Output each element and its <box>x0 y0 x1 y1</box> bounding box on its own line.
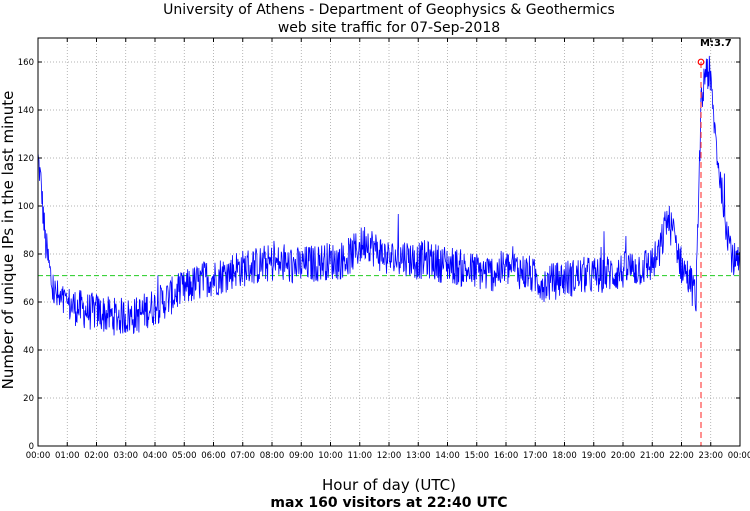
x-tick-label: 08:00 <box>260 451 285 461</box>
x-tick-label: 01:00 <box>55 451 80 461</box>
x-tick-label: 05:00 <box>172 451 197 461</box>
y-tick-label: 140 <box>18 106 34 116</box>
x-axis-label: Hour of day (UTC) <box>322 476 456 494</box>
traffic-series-line <box>37 55 741 336</box>
y-tick-label: 160 <box>18 58 34 68</box>
x-tick-label: 12:00 <box>377 451 402 461</box>
x-tick-label: 13:00 <box>406 451 431 461</box>
x-tick-label: 21:00 <box>640 451 665 461</box>
peak-summary-footer: max 160 visitors at 22:40 UTC <box>270 495 507 511</box>
x-axis-ticks: 00:00 01:00 02:00 03:00 04:00 05:00 06:00 07:00… <box>26 38 750 461</box>
y-axis-label: Number of unique IPs in the last minute <box>0 91 17 390</box>
chart-title-line-1: University of Athens - Department of Geo… <box>163 2 615 18</box>
x-tick-label: 07:00 <box>231 451 256 461</box>
x-tick-label: 19:00 <box>582 451 607 461</box>
chart-title-line-2: web site traffic for 07-Sep-2018 <box>278 20 500 36</box>
peak-marker-label: M:3.7 <box>700 38 732 49</box>
y-tick-label: 40 <box>23 346 34 356</box>
x-tick-label: 11:00 <box>348 451 373 461</box>
x-tick-label: 04:00 <box>143 451 168 461</box>
x-tick-label: 15:00 <box>465 451 490 461</box>
y-tick-label: 20 <box>23 394 34 404</box>
x-tick-label: 14:00 <box>435 451 460 461</box>
x-tick-label: 00:00 <box>728 451 750 461</box>
y-tick-label: 120 <box>18 154 34 164</box>
y-tick-label: 0 <box>29 442 34 452</box>
y-tick-label: 80 <box>23 250 34 260</box>
x-tick-label: 03:00 <box>114 451 139 461</box>
x-tick-label: 23:00 <box>699 451 724 461</box>
x-tick-label: 02:00 <box>84 451 109 461</box>
x-tick-label: 16:00 <box>494 451 519 461</box>
x-tick-label: 09:00 <box>289 451 314 461</box>
x-tick-label: 06:00 <box>201 451 226 461</box>
x-tick-label: 22:00 <box>669 451 694 461</box>
peak-marker-circle <box>697 58 705 66</box>
x-tick-label: 00:00 <box>26 451 51 461</box>
x-tick-label: 20:00 <box>611 451 636 461</box>
x-tick-label: 18:00 <box>552 451 577 461</box>
y-tick-label: 100 <box>18 202 34 212</box>
x-tick-label: 10:00 <box>318 451 343 461</box>
grid-lines <box>38 38 740 446</box>
y-axis-ticks: 0 20 40 60 80 100 120 140 160 <box>18 58 740 452</box>
x-tick-label: 17:00 <box>523 451 548 461</box>
y-tick-label: 60 <box>23 298 34 308</box>
